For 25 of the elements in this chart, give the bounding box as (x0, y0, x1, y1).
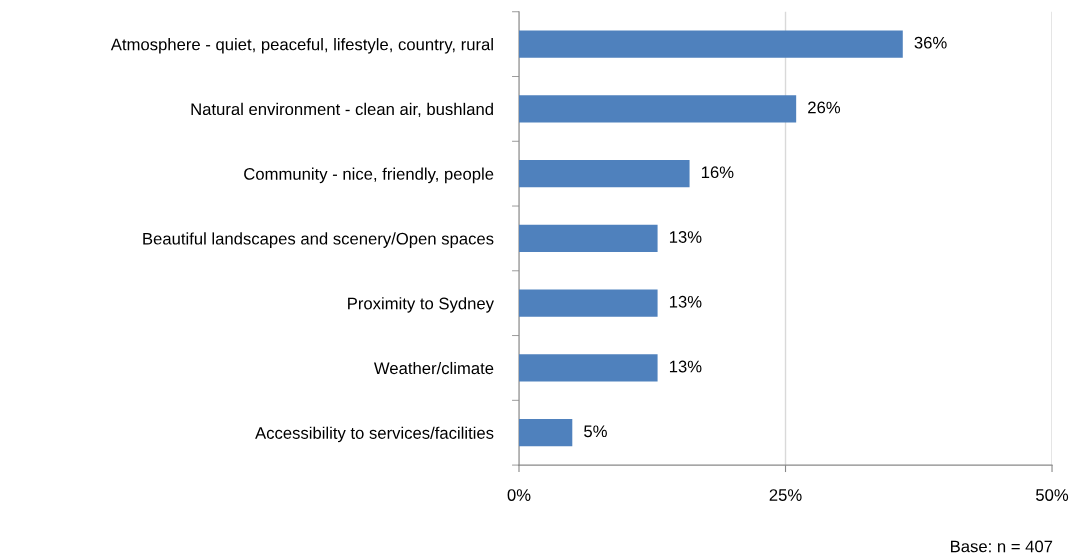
bar (519, 289, 658, 317)
data-label: 36% (914, 36, 947, 49)
bar (519, 160, 690, 188)
data-label: 13% (669, 360, 702, 373)
x-tick-label: 0% (507, 489, 531, 501)
y-tick-label: Beautiful landscapes and scenery/Open spaces (143, 232, 494, 248)
text: Base: n = 407 (951, 540, 1053, 553)
y-tick-label: Natural environment - clean air, bushland (191, 102, 493, 118)
x-tick-label: 50% (1036, 489, 1069, 501)
y-tick-label: Community - nice, friendly, people (244, 167, 494, 184)
bar (519, 419, 573, 447)
bar (519, 30, 903, 58)
y-tick-label: Atmosphere - quiet, peaceful, lifestyle, country, rural (110, 38, 493, 54)
data-label: 26% (808, 101, 841, 114)
y-tick-label: Accessibility to services/facilities (255, 426, 494, 443)
data-label: 13% (669, 231, 702, 243)
bar (519, 95, 797, 123)
bar (519, 354, 658, 382)
y-tick-label: Proximity to Sydney (348, 297, 494, 313)
data-label: 5% (584, 425, 607, 438)
x-tick-label: 25% (769, 489, 802, 501)
bar (519, 224, 658, 253)
y-tick-label: Weather/climate (373, 361, 494, 375)
data-label: 16% (701, 166, 734, 179)
data-label: 13% (669, 295, 702, 308)
